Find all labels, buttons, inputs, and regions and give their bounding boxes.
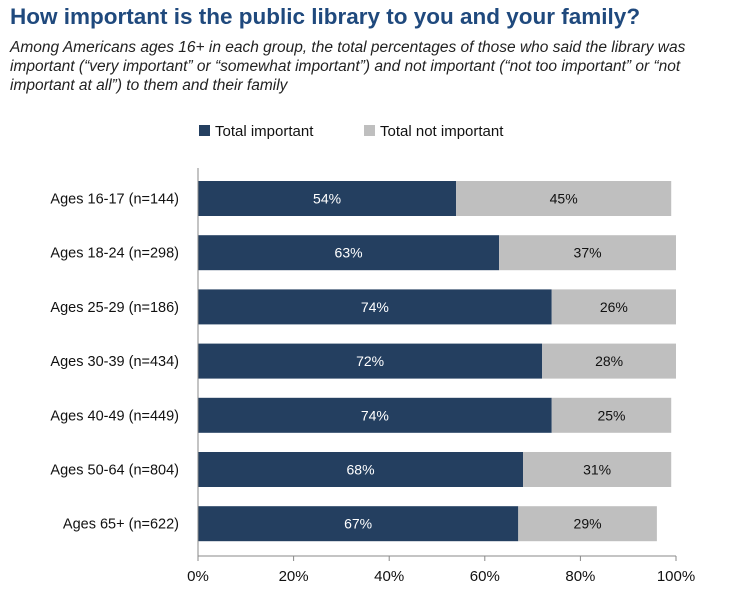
x-tick-label: 100% (657, 568, 695, 585)
data-label: 45% (550, 191, 578, 207)
bar-segment-important (198, 235, 500, 271)
data-label: 25% (597, 407, 625, 423)
legend-swatch-1 (199, 125, 210, 136)
data-label: 26% (600, 299, 628, 315)
data-label: 29% (574, 516, 602, 532)
bar-segment-not-important (542, 343, 676, 379)
category-label: Ages 40-49 (n=449) (50, 408, 179, 424)
bar-segment-not-important (456, 181, 672, 216)
category-label: Ages 30-39 (n=434) (50, 354, 179, 370)
data-label: 72% (356, 353, 384, 369)
chart-title: How important is the public library to y… (10, 4, 641, 29)
data-label: 68% (347, 462, 375, 478)
x-tick-label: 0% (187, 568, 209, 585)
data-label: 74% (361, 299, 389, 315)
bar-segment-important (198, 452, 524, 487)
legend: Total important Total not important (199, 123, 504, 140)
x-tick-label: 60% (470, 568, 500, 585)
bar-segment-important (198, 289, 552, 325)
bar-segment-not-important (551, 397, 672, 433)
category-label: Ages 25-29 (n=186) (50, 300, 179, 316)
category-label: Ages 16-17 (n=144) (50, 192, 179, 208)
bar-segment-not-important (523, 452, 672, 487)
data-label: 63% (335, 245, 363, 261)
bar-segment-important (198, 506, 519, 542)
data-label: 54% (313, 191, 341, 207)
data-label: 67% (344, 516, 372, 532)
category-label: Ages 18-24 (n=298) (50, 246, 179, 262)
bar-segment-not-important (551, 289, 676, 325)
bar-segment-important (198, 343, 543, 379)
legend-swatch-2 (364, 125, 375, 136)
bar-segment-not-important (499, 235, 676, 271)
data-label: 74% (361, 407, 389, 423)
legend-label-1: Total important (215, 123, 314, 140)
category-label: Ages 65+ (n=622) (63, 517, 179, 533)
data-label: 31% (583, 462, 611, 478)
bars-group: Ages 16-17 (n=144) 54% 45% Ages 18-24 (n=29… (50, 181, 676, 542)
bar-segment-important (198, 181, 457, 216)
data-label: 28% (595, 353, 623, 369)
x-axis: 0% 20% 40% 60% 80% 100% (187, 168, 695, 585)
bar-segment-not-important (518, 506, 657, 542)
x-tick-label: 20% (279, 568, 309, 585)
legend-label-2: Total not important (380, 123, 504, 140)
x-tick-label: 40% (374, 568, 404, 585)
x-tick-label: 80% (565, 568, 595, 585)
data-label: 37% (574, 245, 602, 261)
chart-subtitle: Among Americans ages 16+ in each group, … (10, 39, 686, 94)
category-label: Ages 50-64 (n=804) (50, 463, 179, 479)
bar-segment-important (198, 397, 552, 433)
